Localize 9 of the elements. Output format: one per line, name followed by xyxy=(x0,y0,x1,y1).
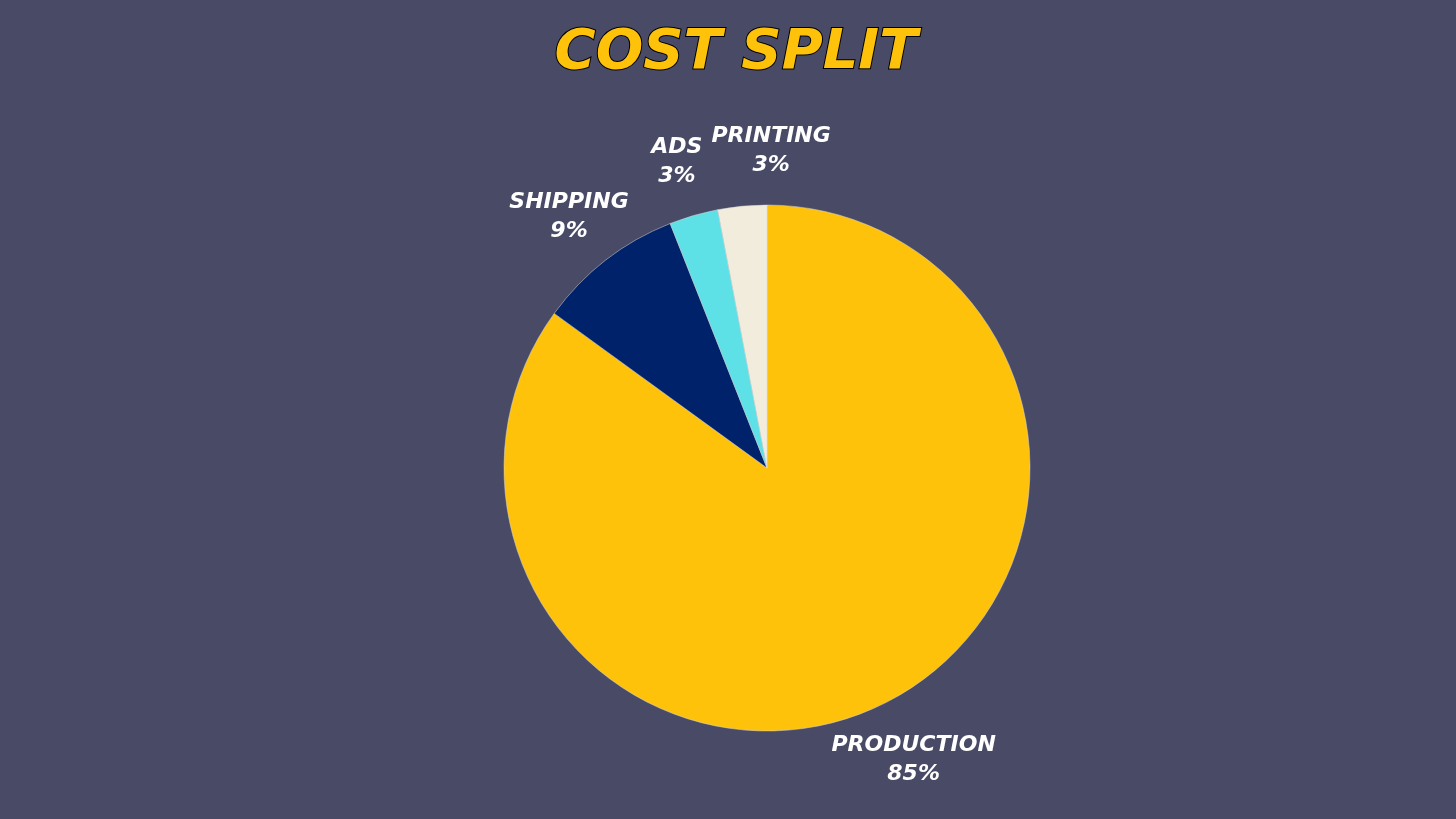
data-label: 3% xyxy=(658,162,696,188)
chart-title: COST SPLIT xyxy=(554,16,922,81)
data-label: 3% xyxy=(752,150,790,176)
slice-label: PRODUCTION xyxy=(831,731,996,757)
slice-label: PRINTING xyxy=(711,122,831,148)
data-label: 9% xyxy=(550,216,588,242)
slice-label: SHIPPING xyxy=(509,188,629,214)
slice-label: ADS xyxy=(649,133,703,159)
data-label: 85% xyxy=(887,760,940,785)
